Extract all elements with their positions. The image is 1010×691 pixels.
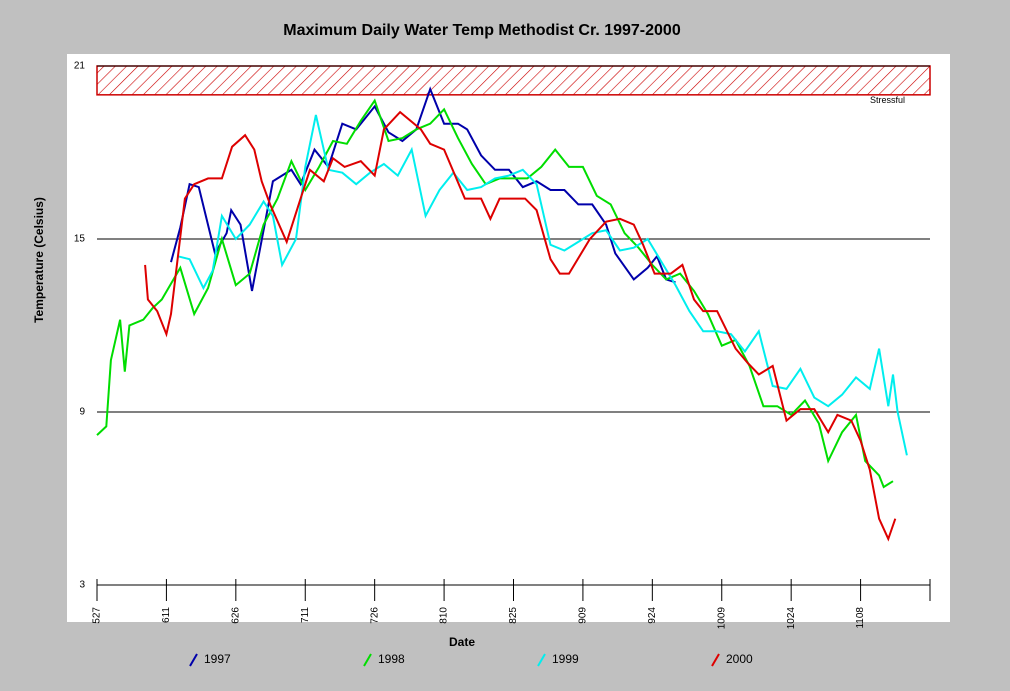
x-tick-label: 1024: [786, 607, 797, 630]
y-tick-label: 21: [74, 61, 86, 72]
legend-swatch: [189, 653, 198, 667]
x-tick-label: 924: [647, 607, 658, 624]
legend-label: 1999: [552, 652, 579, 666]
x-tick-label: 810: [439, 607, 450, 624]
series-line: [144, 110, 897, 542]
y-tick-label: 3: [79, 580, 85, 591]
legend-label: 2000: [726, 652, 753, 666]
chart-title: Maximum Daily Water Temp Methodist Cr. 1…: [283, 22, 681, 39]
plot-panel: [67, 54, 950, 622]
legend-swatch: [363, 653, 372, 667]
legend-label: 1998: [378, 652, 405, 666]
x-tick-label: 611: [161, 607, 172, 623]
x-tick-label: 626: [230, 607, 241, 624]
x-tick-label: 909: [578, 607, 589, 624]
series-line: [170, 86, 676, 292]
band-label: Stressful: [870, 95, 905, 105]
y-tick-label: 9: [79, 407, 85, 418]
legend-swatch: [711, 653, 720, 667]
series-line: [177, 114, 908, 456]
legend-label: 1997: [204, 652, 231, 666]
y-tick-label: 15: [74, 234, 86, 245]
y-axis-label: Temperature (Celsius): [32, 197, 46, 323]
legend-swatch: [537, 653, 546, 667]
x-axis-label: Date: [449, 635, 475, 649]
stress-band: [96, 65, 931, 96]
x-tick-label: 711: [300, 607, 311, 623]
x-tick-label: 1108: [855, 607, 866, 629]
x-tick-label: 825: [508, 607, 519, 624]
x-tick-label: 1009: [716, 607, 727, 630]
x-tick-label: 527: [92, 607, 103, 624]
x-tick-label: 726: [369, 607, 380, 624]
